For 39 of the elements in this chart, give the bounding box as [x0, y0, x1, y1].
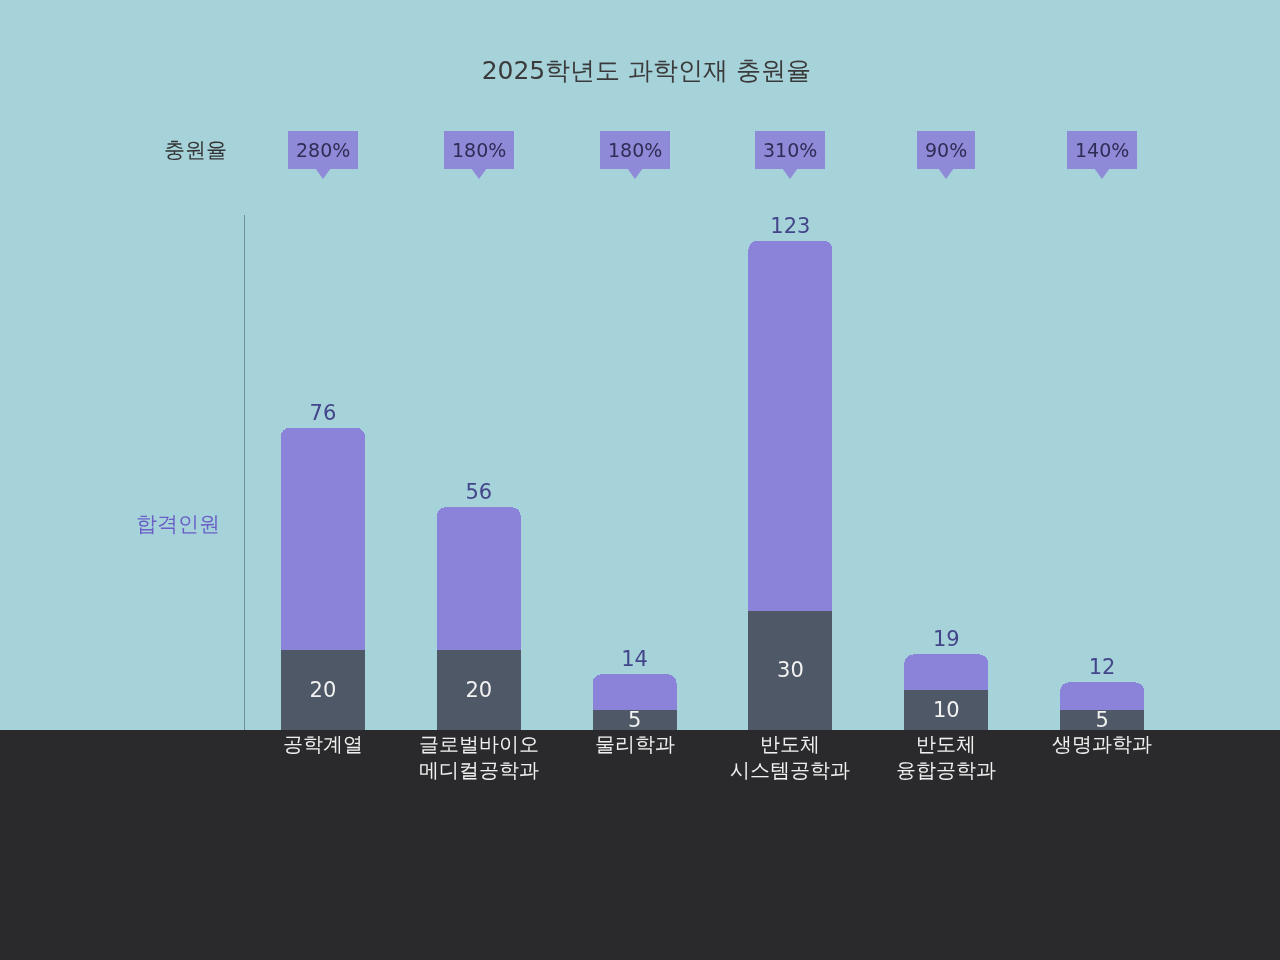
total-label: 123 — [770, 213, 811, 238]
text: 310% — [763, 139, 818, 161]
bar — [1060, 682, 1145, 711]
total-label: 12 — [1088, 655, 1116, 680]
data-label: 5 — [627, 708, 642, 733]
text: 140% — [1075, 139, 1130, 161]
bar — [748, 610, 833, 730]
total-label: 14 — [621, 647, 648, 672]
x-tick-label: 글로벌바이오 메디컬공학과 — [418, 732, 539, 782]
chart-title: 2025학년도 과학인재 충원율 — [481, 55, 812, 85]
x-tick-label: 공학계열 — [282, 732, 363, 756]
bar — [592, 710, 677, 730]
bar — [748, 240, 833, 611]
text: 180% — [608, 139, 663, 161]
text: 180% — [452, 139, 507, 161]
data-label: 20 — [465, 678, 493, 703]
x-tick-label: 반도체 시스템공학과 — [730, 732, 851, 782]
bar — [436, 507, 521, 651]
text: 90% — [925, 139, 968, 161]
x-tick-label: 반도체 융합공학과 — [896, 732, 997, 782]
data-label: 20 — [309, 678, 337, 703]
x-tick-label: 물리학과 — [594, 732, 675, 756]
total-label: 56 — [465, 480, 493, 505]
bar — [280, 650, 365, 730]
data-label: 5 — [1095, 708, 1109, 733]
data-label: 10 — [932, 698, 960, 723]
total-label: 76 — [309, 400, 337, 425]
text: 280% — [296, 139, 351, 161]
total-label: 19 — [932, 627, 960, 652]
bar — [592, 674, 677, 711]
text: 충원율 — [164, 138, 227, 162]
bar — [904, 690, 989, 730]
bar — [904, 654, 989, 691]
data-label: 30 — [777, 658, 804, 683]
x-tick-label: 생명과학과 — [1052, 732, 1153, 756]
bar — [1060, 710, 1145, 730]
y-axis-title: 합격인원 — [136, 512, 220, 536]
bar — [436, 650, 521, 730]
bar — [280, 427, 365, 651]
